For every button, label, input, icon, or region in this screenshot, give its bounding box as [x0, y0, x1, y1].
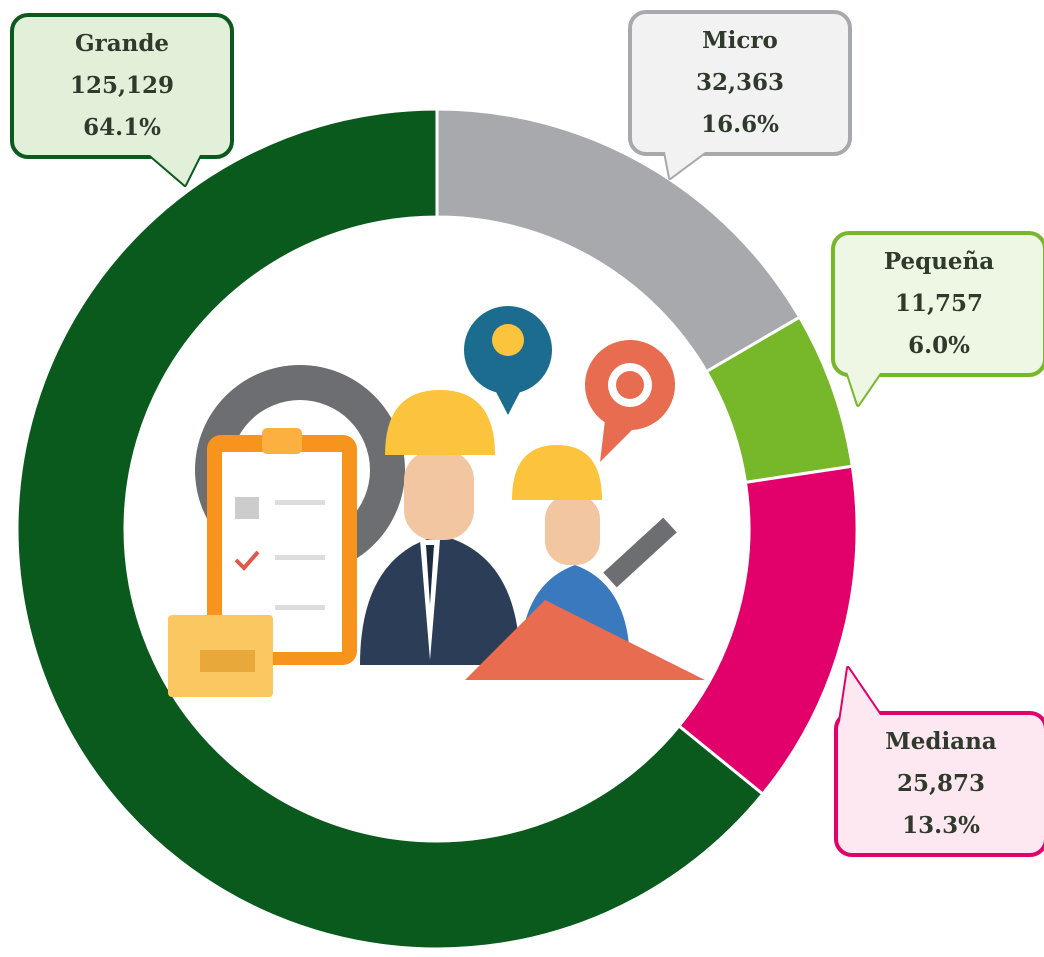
donut-segment: [15, 107, 765, 951]
callout: Mediana 25,873 13.3%: [834, 666, 1044, 857]
category-label: Grande: [75, 30, 169, 57]
callout: Micro 32,363 16.6%: [628, 10, 852, 180]
illustration: [168, 306, 705, 697]
callout-tail-joint: [838, 668, 880, 735]
percentage-label: 13.3%: [902, 812, 980, 839]
value-label: 32,363: [696, 69, 784, 96]
percentage-label: 16.6%: [701, 111, 779, 138]
category-label: Micro: [702, 27, 778, 54]
callout-box: [10, 13, 234, 159]
callout-tail-joint: [665, 152, 705, 178]
donut: [15, 107, 859, 951]
callout-tail-joint: [840, 350, 880, 405]
callout-box: [628, 10, 852, 156]
callout: Pequeña 11,757 6.0%: [831, 231, 1044, 407]
callout-box: [834, 711, 1044, 857]
category-label: Mediana: [885, 728, 997, 755]
value-label: 25,873: [897, 770, 985, 797]
percentage-label: 64.1%: [83, 114, 161, 141]
percentage-label: 6.0%: [908, 332, 970, 359]
value-label: 125,129: [70, 72, 174, 99]
callout-tail-joint: [150, 155, 200, 185]
donut-segment: [676, 464, 859, 797]
category-label: Pequeña: [884, 248, 994, 275]
value-label: 11,757: [895, 290, 983, 317]
callout-box: [831, 231, 1044, 377]
callout: Grande 125,129 64.1%: [10, 13, 234, 187]
